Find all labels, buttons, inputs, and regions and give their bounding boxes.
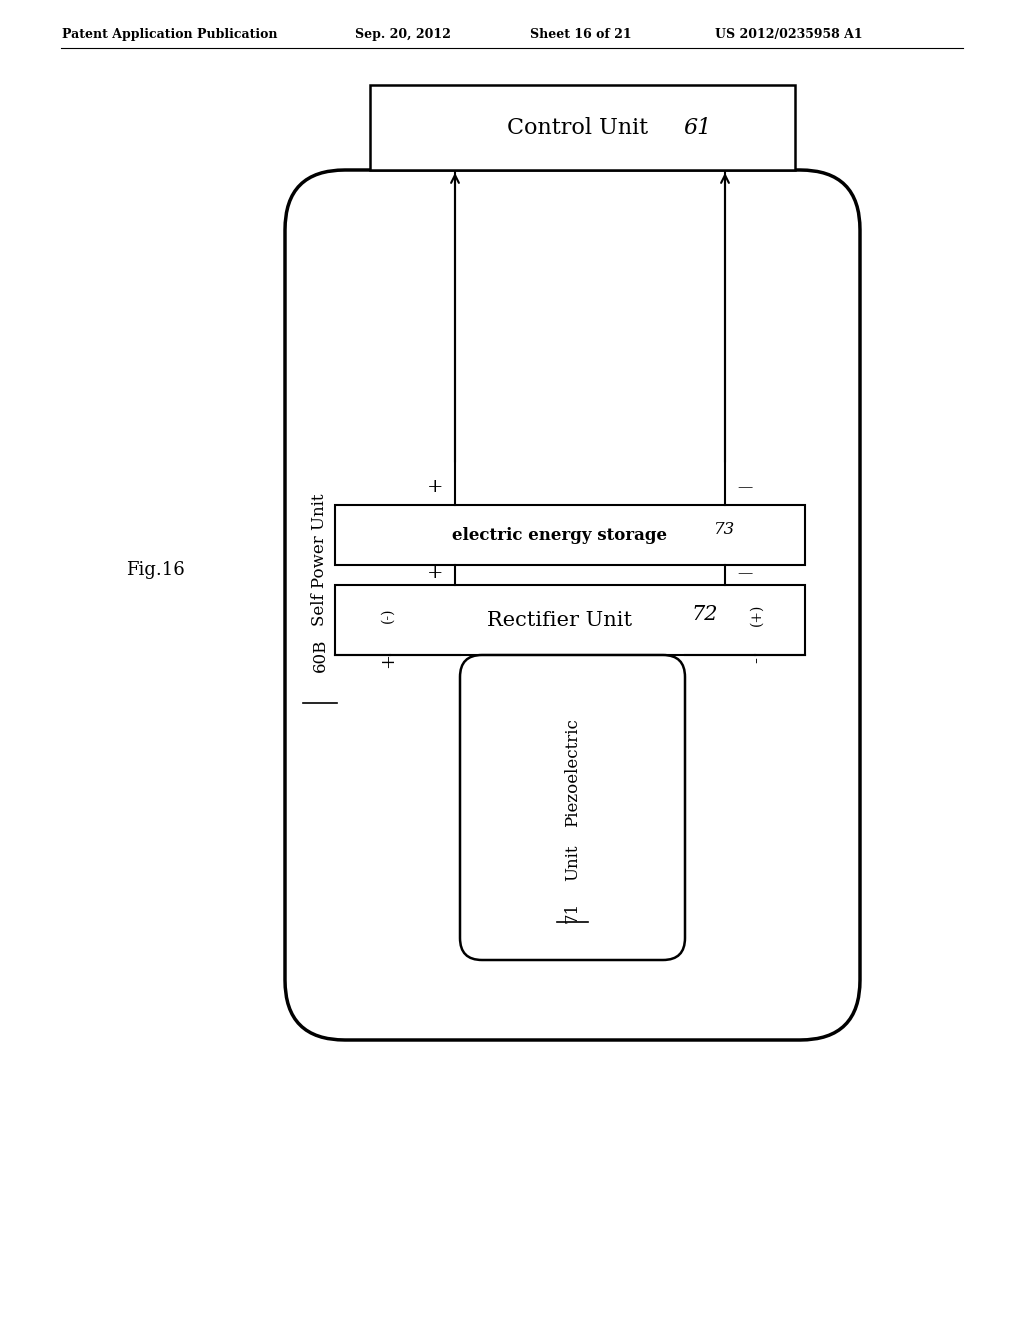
Text: electric energy storage: electric energy storage: [453, 527, 668, 544]
Text: US 2012/0235958 A1: US 2012/0235958 A1: [715, 28, 862, 41]
Text: Piezoelectric: Piezoelectric: [564, 718, 581, 826]
Text: Rectifier Unit: Rectifier Unit: [487, 610, 633, 630]
Text: 73: 73: [715, 521, 735, 539]
Text: Patent Application Publication: Patent Application Publication: [62, 28, 278, 41]
FancyBboxPatch shape: [285, 170, 860, 1040]
FancyBboxPatch shape: [460, 655, 685, 960]
Text: Fig.16: Fig.16: [126, 561, 184, 579]
Text: —: —: [737, 566, 753, 579]
Bar: [370, 84, 795, 170]
Text: (-): (-): [381, 607, 395, 623]
Text: +: +: [379, 652, 397, 668]
Text: +: +: [427, 564, 443, 582]
Text: 71: 71: [564, 902, 581, 923]
Text: Sep. 20, 2012: Sep. 20, 2012: [355, 28, 451, 41]
Bar: [335, 585, 805, 655]
Text: Sheet 16 of 21: Sheet 16 of 21: [530, 28, 632, 41]
Text: 61: 61: [683, 116, 712, 139]
Bar: [335, 506, 805, 565]
Text: 72: 72: [692, 606, 718, 624]
Text: (+): (+): [750, 603, 764, 626]
Text: -: -: [748, 657, 766, 663]
Text: Unit: Unit: [564, 845, 581, 880]
Text: Control Unit: Control Unit: [507, 116, 648, 139]
Text: +: +: [427, 478, 443, 496]
Text: —: —: [737, 480, 753, 494]
Text: 60B: 60B: [311, 639, 329, 672]
Text: Self Power Unit: Self Power Unit: [311, 494, 329, 626]
